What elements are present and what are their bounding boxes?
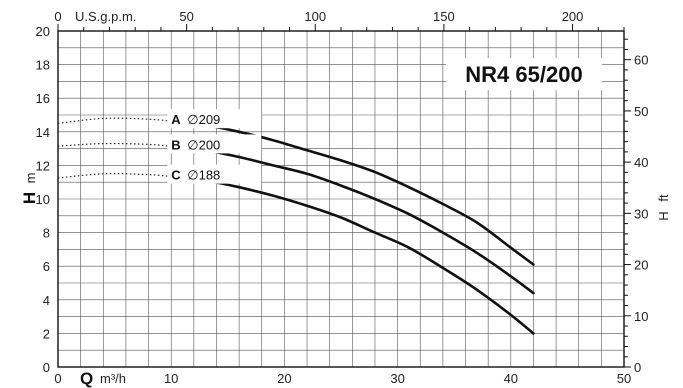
curve-a-diameter: ∅209 (187, 112, 220, 127)
curve-b-label: B (171, 137, 180, 152)
x-top-tick-labels: 0 50 100 150 200 (54, 9, 625, 31)
curve-label-bg (167, 164, 262, 184)
curve-c-extension (57, 173, 177, 179)
y-left-tick-label: 12 (36, 158, 50, 173)
y-left-axis-symbol: H (20, 192, 39, 204)
x-bottom-tick-label: 0 (54, 371, 61, 386)
y-right-tick-label: 50 (634, 104, 648, 119)
y-left-axis-unit: m (23, 173, 38, 184)
x-bottom-tick-label: 30 (390, 371, 404, 386)
x-bottom-tick-label: 50 (617, 371, 631, 386)
x-bottom-tick-label: 20 (277, 371, 291, 386)
y-left-tick-label: 6 (43, 259, 50, 274)
curve-a (175, 120, 535, 266)
curve-c-label: C (171, 168, 181, 183)
x-bottom-tick-label: 10 (164, 371, 178, 386)
y-left-tick-label: 8 (43, 226, 50, 241)
curve-c (175, 175, 535, 335)
x-top-tick-label: 200 (562, 9, 584, 24)
y-right-tick-labels: 0 10 20 30 40 50 60 (624, 38, 648, 375)
x-bottom-tick-labels: 0 10 20 30 40 50 (54, 371, 631, 386)
y-left-tick-labels: 0 2 4 6 8 10 12 14 16 18 20 (36, 24, 50, 375)
curve-a-label: A (171, 112, 181, 127)
y-left-tick-label: 2 (43, 326, 50, 341)
y-left-tick-label: 0 (43, 360, 50, 375)
x-axis-symbol: Q (80, 369, 93, 388)
y-right-tick-label: 60 (634, 53, 648, 68)
curve-a-extension (57, 117, 177, 124)
x-axis-unit: m³/h (100, 371, 126, 386)
y-left-tick-label: 18 (36, 58, 50, 73)
x-top-axis-unit: U.S.g.p.m. (75, 9, 136, 24)
curve-c-diameter: ∅188 (187, 168, 220, 183)
y-right-tick-label: 30 (634, 206, 648, 221)
chart-title-box (446, 58, 602, 90)
curves-group: A ∅209 B ∅200 C ∅188 (57, 109, 535, 335)
curve-label-bg (167, 134, 262, 154)
curve-b-diameter: ∅200 (187, 137, 220, 152)
x-top-tick-label: 0 (54, 9, 61, 24)
y-right-tick-label: 0 (634, 360, 641, 375)
curve-b (175, 145, 535, 295)
y-right-tick-label: 40 (634, 155, 648, 170)
y-left-tick-label: 16 (36, 91, 50, 106)
y-right-tick-label: 20 (634, 258, 648, 273)
y-left-tick-label: 4 (43, 293, 50, 308)
x-top-tick-label: 100 (304, 9, 326, 24)
y-right-axis-unit: ft (656, 194, 671, 202)
y-right-tick-label: 10 (634, 309, 648, 324)
x-top-tick-label: 50 (179, 9, 193, 24)
y-left-tick-label: 20 (36, 24, 50, 39)
x-top-tick-label: 150 (433, 9, 455, 24)
y-left-tick-label: 10 (36, 192, 50, 207)
y-left-tick-label: 14 (36, 125, 50, 140)
y-right-axis-symbol: H (656, 211, 671, 220)
curve-label-bg (167, 109, 262, 129)
curve-b-extension (57, 142, 177, 148)
chart-title: NR4 65/200 (465, 62, 582, 87)
x-bottom-tick-label: 40 (504, 371, 518, 386)
